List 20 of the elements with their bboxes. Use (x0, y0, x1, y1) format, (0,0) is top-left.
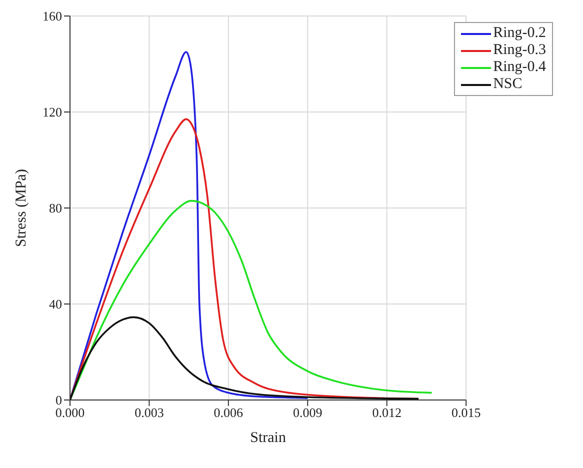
line-series (70, 51, 309, 400)
legend-label: Ring-0.4 (493, 59, 546, 76)
line-series (70, 200, 433, 400)
legend-label: NSC (493, 76, 522, 93)
line-series (70, 316, 420, 400)
x-tick-label: 0.003 (134, 405, 164, 420)
x-tick-label: 0.009 (293, 405, 322, 420)
legend-label: Ring-0.3 (493, 42, 546, 59)
y-tick-label: 80 (49, 200, 62, 216)
x-tick-label: 0.006 (214, 405, 244, 420)
y-tick-label: 0 (56, 392, 62, 408)
y-tick-label: 120 (42, 104, 62, 120)
y-tick-label: 40 (49, 296, 62, 312)
x-tick-label: 0.015 (451, 405, 481, 420)
x-tick-label: 0.000 (55, 405, 85, 420)
y-axis-title: Stress (MPa) (13, 169, 30, 247)
x-tick-label: 0.012 (372, 405, 402, 420)
legend-label: Ring-0.2 (493, 25, 546, 42)
y-tick-label: 160 (42, 8, 62, 24)
x-axis-title: Strain (250, 430, 286, 446)
